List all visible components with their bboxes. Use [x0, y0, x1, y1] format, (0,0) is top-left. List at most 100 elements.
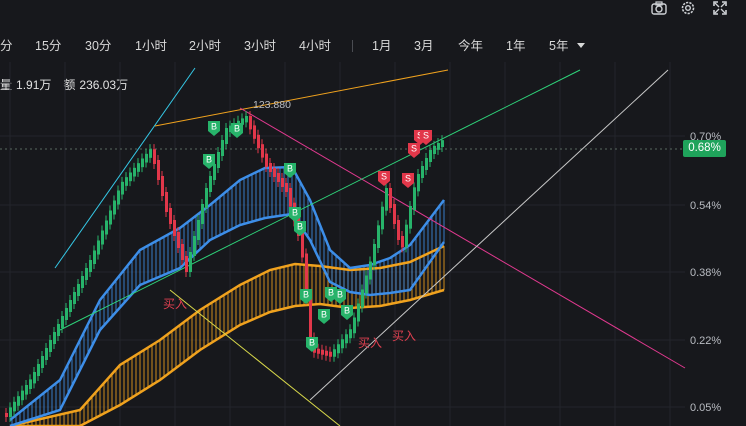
buy-marker — [334, 289, 346, 304]
gray-trendline — [309, 69, 669, 401]
candle-body — [369, 261, 372, 280]
buy-marker — [284, 163, 296, 178]
candle-body — [429, 150, 432, 162]
orange-band-lower — [10, 288, 445, 426]
candle-body — [77, 284, 80, 296]
candle-body — [57, 324, 60, 336]
buy-marker — [341, 305, 353, 320]
candle-body — [113, 200, 116, 215]
candle-body — [29, 379, 32, 389]
candle-body — [269, 163, 272, 172]
orange-band-upper — [9, 244, 445, 426]
candle-body — [301, 232, 304, 258]
price-axis-label-4: 0.22% — [690, 335, 721, 347]
candle-body — [261, 144, 264, 158]
candle-body — [437, 143, 440, 150]
tf-3month[interactable]: 3月 — [414, 39, 434, 53]
volume-label: 量 — [0, 78, 13, 92]
tf-1year[interactable]: 1年 — [506, 39, 526, 53]
sell-marker-letter: S — [423, 131, 429, 141]
candle-body — [317, 348, 320, 354]
price-axis-label-2: 0.54% — [690, 200, 721, 212]
candle-body — [9, 407, 12, 417]
candle-body — [361, 289, 364, 308]
candle-body — [161, 176, 164, 196]
candle-body — [425, 158, 428, 170]
candle-body — [289, 188, 292, 207]
tf-3h[interactable]: 3小时 — [244, 39, 276, 53]
candle-body — [81, 276, 84, 288]
blue-band-lower — [9, 212, 446, 426]
candle-body — [173, 220, 176, 236]
candle-body — [213, 164, 216, 180]
amount-label: 额 — [63, 78, 76, 92]
tf-5year[interactable]: 5年 — [549, 39, 569, 53]
candle-body — [45, 348, 48, 360]
candle-body — [209, 176, 212, 192]
candle-body — [277, 173, 280, 182]
gear-icon[interactable] — [679, 0, 697, 16]
candle-body — [105, 220, 108, 235]
candle-body — [21, 390, 24, 401]
buy-marker-letter: B — [292, 208, 298, 218]
candle-body — [165, 192, 168, 212]
candle-body — [97, 240, 100, 255]
candle-body — [125, 177, 128, 186]
candle-body — [37, 364, 40, 376]
candle-body — [41, 356, 44, 368]
chevron-down-icon[interactable] — [576, 42, 586, 50]
buy-marker-letter: B — [211, 122, 217, 132]
signal-markers: BBBBBBBBBBBBSSSSS — [203, 121, 432, 352]
candle-body — [285, 183, 288, 192]
candle-body — [33, 372, 36, 384]
candle-body — [69, 300, 72, 312]
tf-1h[interactable]: 1小时 — [135, 39, 167, 53]
blue-band-upper — [9, 165, 445, 421]
candle-body — [25, 385, 28, 395]
sell-marker — [378, 171, 390, 186]
candle-body — [137, 163, 140, 172]
candle-body — [117, 190, 120, 205]
magenta-trendline — [239, 107, 686, 369]
trendlines — [54, 67, 686, 426]
current-price-tag: 0.68% — [683, 140, 726, 157]
indicator-bands — [9, 165, 446, 426]
camera-icon[interactable] — [650, 0, 668, 16]
candle-body — [89, 260, 92, 272]
cyan-trendline — [54, 67, 196, 269]
fullscreen-icon[interactable] — [711, 0, 729, 16]
tf-ytd[interactable]: 今年 — [458, 39, 484, 53]
buy-marker — [203, 154, 215, 169]
orange-trendline — [154, 69, 449, 127]
yellow-trendline — [169, 289, 341, 426]
tf-15min[interactable]: 15分 — [35, 39, 62, 53]
candle-body — [329, 351, 332, 357]
tf-30min[interactable]: 30分 — [85, 39, 112, 53]
tf-1month[interactable]: 1月 — [372, 39, 392, 53]
candle-body — [385, 188, 388, 211]
tf-2h[interactable]: 2小时 — [189, 39, 221, 53]
candle-body — [409, 206, 412, 229]
candle-body — [145, 153, 148, 163]
candle-body — [341, 339, 344, 349]
candle-body — [217, 152, 220, 168]
candle-body — [101, 230, 104, 245]
candle-body — [281, 178, 284, 187]
buy-marker — [318, 309, 330, 324]
buy-marker-letter: B — [234, 124, 240, 134]
candle-body — [181, 244, 184, 260]
tf-4h[interactable]: 4小时 — [299, 39, 331, 53]
price-axis: 0.70% 0.54% 0.38% 0.22% 0.05% — [690, 131, 721, 414]
tf-minute[interactable]: 分 — [0, 39, 13, 53]
candle-body — [325, 350, 328, 356]
candle-body — [93, 250, 96, 264]
candle-body — [389, 188, 392, 208]
candle-body — [205, 188, 208, 208]
timeframe-toolbar: 分 15分 30分 1小时 2小时 3小时 4小时 1月 3月 今年 1年 5年 — [0, 30, 746, 62]
buy-marker-letter: B — [206, 155, 212, 165]
high-annotation: 123.880 — [253, 99, 291, 111]
buy-marker-letter: B — [309, 338, 315, 348]
sell-marker — [420, 130, 432, 145]
volume-info: 量 1.91万额 236.03万 — [0, 76, 132, 94]
